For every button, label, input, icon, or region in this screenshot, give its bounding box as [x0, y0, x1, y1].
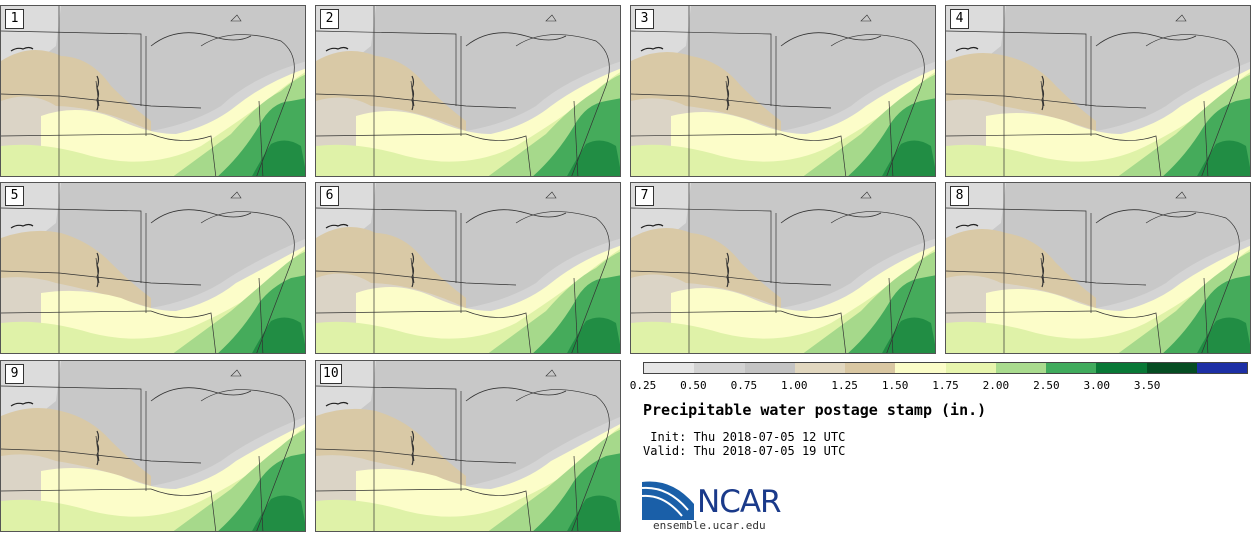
colorbar-bin: [1096, 363, 1147, 373]
map-panel: 6: [315, 182, 621, 354]
panel-label: 6: [320, 186, 339, 206]
map-panel: 1: [0, 5, 306, 177]
colorbar-tick-label: 0.75: [730, 379, 758, 392]
ncar-logo-swoosh-icon: [642, 481, 694, 520]
colorbar-bin: [794, 363, 845, 373]
colorbar-bin: [845, 363, 896, 373]
colorbar-tick-label: 2.00: [982, 379, 1010, 392]
panel-label: 10: [320, 364, 342, 384]
colorbar-tick-label: 1.50: [881, 379, 909, 392]
colorbar-tick-label: 1.25: [831, 379, 858, 392]
colorbar-bin: [1196, 363, 1247, 373]
map-panel: 10: [315, 360, 621, 532]
site-url: ensemble.ucar.edu: [653, 519, 766, 532]
colorbar-tick-label: 0.50: [680, 379, 707, 392]
map-panel: 3: [630, 5, 936, 177]
panel-label: 4: [950, 9, 969, 29]
colorbar-tick-label: 3.50: [1133, 379, 1161, 392]
map-panel: 2: [315, 5, 621, 177]
colorbar-bin: [895, 363, 946, 373]
colorbar-tick-label: 3.00: [1083, 379, 1111, 392]
panel-label: 7: [635, 186, 654, 206]
map-panel: 7: [630, 182, 936, 354]
colorbar-bin: [1046, 363, 1097, 373]
colorbar-tick-label: 0.25: [629, 379, 657, 392]
colorbar-bin: [945, 363, 996, 373]
panel-label: 5: [5, 186, 24, 206]
map-panel: 9: [0, 360, 306, 532]
colorbar-bin: [995, 363, 1046, 373]
colorbar-tick-label: 1.00: [781, 379, 808, 392]
colorbar-bin: [644, 363, 695, 373]
colorbar-bin: [1146, 363, 1197, 373]
map-panel: 8: [945, 182, 1251, 354]
map-panel: 5: [0, 182, 306, 354]
panel-label: 1: [5, 9, 24, 29]
colorbar-tick-label: 2.50: [1033, 379, 1060, 392]
panel-label: 9: [5, 364, 24, 384]
colorbar-bin: [694, 363, 745, 373]
colorbar: [643, 362, 1248, 374]
colorbar-tick-label: 1.75: [932, 379, 959, 392]
panel-label: 2: [320, 9, 339, 29]
panel-label: 3: [635, 9, 654, 29]
map-panel: 4: [945, 5, 1251, 177]
ncar-logo-text: NCAR: [697, 484, 782, 520]
init-time: Init: Thu 2018-07-05 12 UTC: [643, 430, 846, 444]
valid-time: Valid: Thu 2018-07-05 19 UTC: [643, 444, 846, 458]
chart-title: Precipitable water postage stamp (in.): [643, 401, 987, 419]
panel-label: 8: [950, 186, 969, 206]
colorbar-bin: [744, 363, 795, 373]
